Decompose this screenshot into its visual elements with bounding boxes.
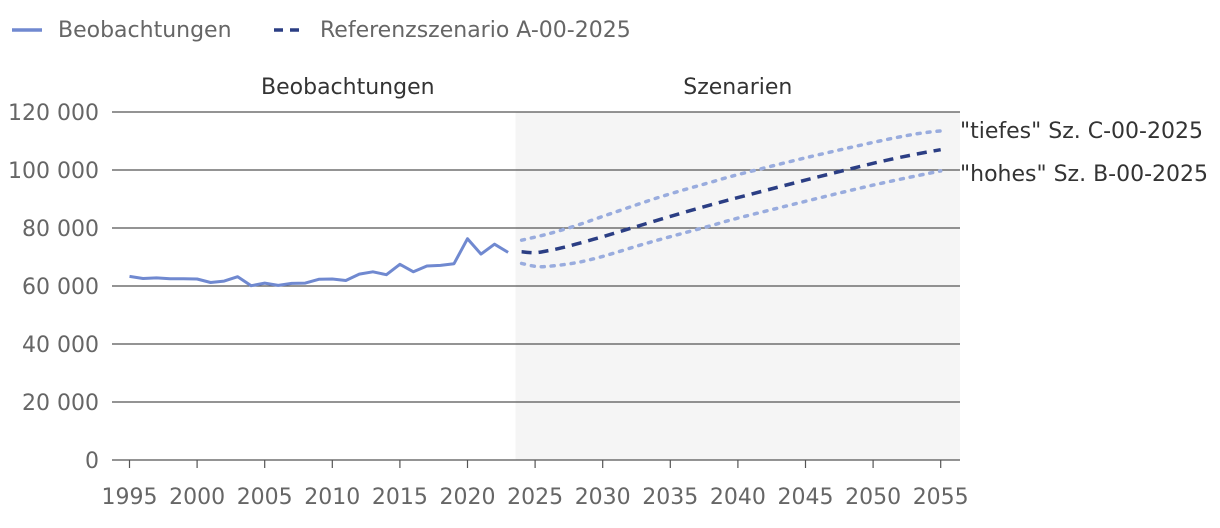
series-annotations: "tiefes" Sz. C-00-2025 "hohes" Sz. B-00-2… <box>960 119 1208 187</box>
x-tick-label: 2045 <box>778 485 834 510</box>
x-tick-label: 2035 <box>642 485 698 510</box>
series-line-1 <box>521 147 942 255</box>
x-tick-label: 2025 <box>507 485 563 510</box>
y-tick-label: 100 000 <box>8 159 99 184</box>
y-tick-label: 0 <box>85 449 99 474</box>
y-tick-label: 80 000 <box>22 217 99 242</box>
y-axis-tick-labels: 0 20 000 40 000 60 000 80 000 100 000 120 000 <box>8 101 99 474</box>
legend-label-reference-scenario: Referenzszenario A-00-2025 <box>320 18 631 43</box>
x-axis: 1995 2000 2005 2010 2015 2020 2025 2030 2035 2040… <box>102 460 969 510</box>
series-lines <box>129 129 943 288</box>
annotation-label: "tiefes" Sz. C-00-2025 <box>960 119 1203 144</box>
series-line-2 <box>519 129 943 242</box>
legend-label-observations: Beobachtungen <box>58 18 232 43</box>
x-tick-label: 2005 <box>237 485 293 510</box>
x-tick-label: 2010 <box>304 485 360 510</box>
x-tick-label: 1995 <box>102 485 158 510</box>
panel-label-observations: Beobachtungen <box>261 75 435 100</box>
panel-label-scenarios: Szenarien <box>683 75 792 100</box>
x-tick-label: 2040 <box>710 485 766 510</box>
x-tick-label: 2055 <box>913 485 969 510</box>
y-tick-label: 20 000 <box>22 391 99 416</box>
y-tick-label: 40 000 <box>22 333 99 358</box>
y-gridlines <box>112 111 960 461</box>
series-line-0 <box>129 237 509 288</box>
series-line-3 <box>519 169 943 269</box>
legend: Beobachtungen Referenzszenario A-00-2025 <box>12 18 631 43</box>
x-tick-label: 2030 <box>575 485 631 510</box>
x-tick-label: 2050 <box>845 485 901 510</box>
annotation-label: "hohes" Sz. B-00-2025 <box>960 162 1208 187</box>
y-tick-label: 60 000 <box>22 275 99 300</box>
y-tick-label: 120 000 <box>8 101 99 126</box>
x-tick-label: 2015 <box>372 485 428 510</box>
x-tick-label: 2020 <box>440 485 496 510</box>
x-tick-label: 2000 <box>169 485 225 510</box>
